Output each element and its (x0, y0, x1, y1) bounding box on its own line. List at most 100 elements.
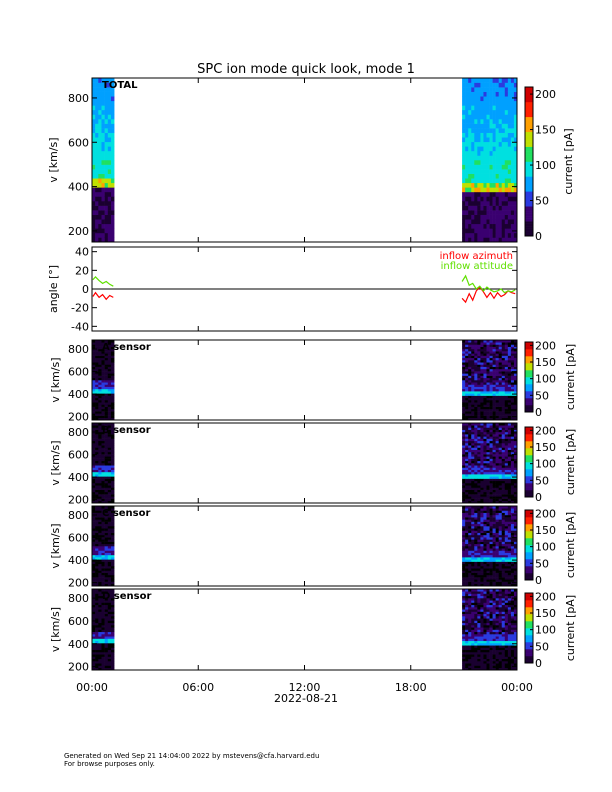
heatmap-cell (490, 654, 493, 657)
heatmap-cell (474, 522, 477, 525)
heatmap-cell (502, 652, 505, 655)
heatmap-cell (499, 539, 502, 542)
heatmap-cell (471, 380, 474, 383)
heatmap-cell (108, 657, 111, 660)
heatmap-cell (502, 566, 505, 569)
heatmap-cell (92, 650, 95, 653)
heatmap-cell (462, 434, 465, 437)
heatmap-cell (462, 537, 465, 540)
heatmap-cell (105, 174, 108, 179)
heatmap-cell (487, 174, 490, 179)
heatmap-cell (490, 439, 493, 442)
heatmap-cell (493, 645, 496, 648)
heatmap-cell (474, 187, 477, 192)
heatmap-cell (490, 546, 493, 549)
heatmap-cell (493, 443, 496, 446)
heatmap-cell (98, 555, 101, 558)
heatmap-cell (505, 508, 508, 511)
heatmap-cell (511, 178, 514, 183)
heatmap-cell (462, 570, 465, 573)
heatmap-cell (493, 636, 496, 639)
heatmap-cell (101, 648, 104, 651)
heatmap-cell (502, 187, 505, 192)
heatmap-cell (493, 376, 496, 379)
colorbar-cell (525, 211, 533, 214)
heatmap-cell (471, 616, 474, 619)
heatmap-cell (487, 522, 490, 525)
heatmap-cell (487, 454, 490, 457)
heatmap-cell (490, 645, 493, 648)
heatmap-cell (502, 575, 505, 578)
heatmap-cell (465, 124, 468, 129)
heatmap-cell (508, 650, 511, 653)
heatmap-cell (499, 443, 502, 446)
heatmap-cell (468, 228, 471, 233)
heatmap-cell (465, 183, 468, 188)
heatmap-cell (490, 657, 493, 660)
heatmap-cell (490, 481, 493, 484)
heatmap-cell (95, 402, 98, 405)
heatmap-cell (508, 630, 511, 633)
heatmap-cell (480, 413, 483, 416)
heatmap-cell (101, 496, 104, 499)
heatmap-cell (462, 87, 465, 92)
heatmap-cell (95, 479, 98, 482)
heatmap-cell (483, 470, 486, 473)
heatmap-cell (101, 663, 104, 666)
heatmap-cell (95, 219, 98, 224)
heatmap-cell (483, 515, 486, 518)
heatmap-cell (108, 206, 111, 211)
heatmap-cell (496, 396, 499, 399)
heatmap-cell (480, 603, 483, 606)
heatmap-cell (505, 612, 508, 615)
heatmap-cell (105, 373, 108, 376)
heatmap-cell (508, 215, 511, 220)
heatmap-cell (108, 666, 111, 669)
heatmap-cell (487, 476, 490, 479)
heatmap-cell (499, 382, 502, 385)
heatmap-cell (508, 133, 511, 138)
heatmap-cell (92, 369, 95, 372)
heatmap-cell (480, 224, 483, 229)
heatmap-cell (474, 416, 477, 419)
heatmap-cell (108, 537, 111, 540)
heatmap-cell (92, 376, 95, 379)
heatmap-cell (493, 663, 496, 666)
heatmap-cell (477, 515, 480, 518)
heatmap-cell (477, 623, 480, 626)
heatmap-cell (496, 373, 499, 376)
heatmap-cell (511, 657, 514, 660)
heatmap-cell (95, 579, 98, 582)
heatmap-cell (502, 474, 505, 477)
heatmap-cell (502, 641, 505, 644)
heatmap-cell (111, 528, 114, 531)
heatmap-cell (471, 434, 474, 437)
heatmap-cell (483, 358, 486, 361)
heatmap-cell (508, 404, 511, 407)
heatmap-cell (487, 537, 490, 540)
heatmap-cell (483, 568, 486, 571)
heatmap-cell (108, 603, 111, 606)
heatmap-cell (465, 439, 468, 442)
heatmap-cell (499, 393, 502, 396)
heatmap-cell (474, 600, 477, 603)
heatmap-cell (477, 476, 480, 479)
heatmap-cell (496, 636, 499, 639)
heatmap-cell (477, 539, 480, 542)
heatmap-cell (483, 539, 486, 542)
heatmap-cell (490, 387, 493, 390)
heatmap-cell (505, 575, 508, 578)
heatmap-cell (511, 427, 514, 430)
heatmap-cell (92, 528, 95, 531)
heatmap-cell (98, 409, 101, 412)
heatmap-cell (487, 430, 490, 433)
heatmap-cell (474, 393, 477, 396)
heatmap-cell (502, 409, 505, 412)
heatmap-cell (487, 659, 490, 662)
heatmap-cell (483, 459, 486, 462)
heatmap-cell (487, 178, 490, 183)
heatmap-cell (477, 369, 480, 372)
heatmap-cell (493, 496, 496, 499)
heatmap-cell (98, 641, 101, 644)
heatmap-cell (471, 479, 474, 482)
